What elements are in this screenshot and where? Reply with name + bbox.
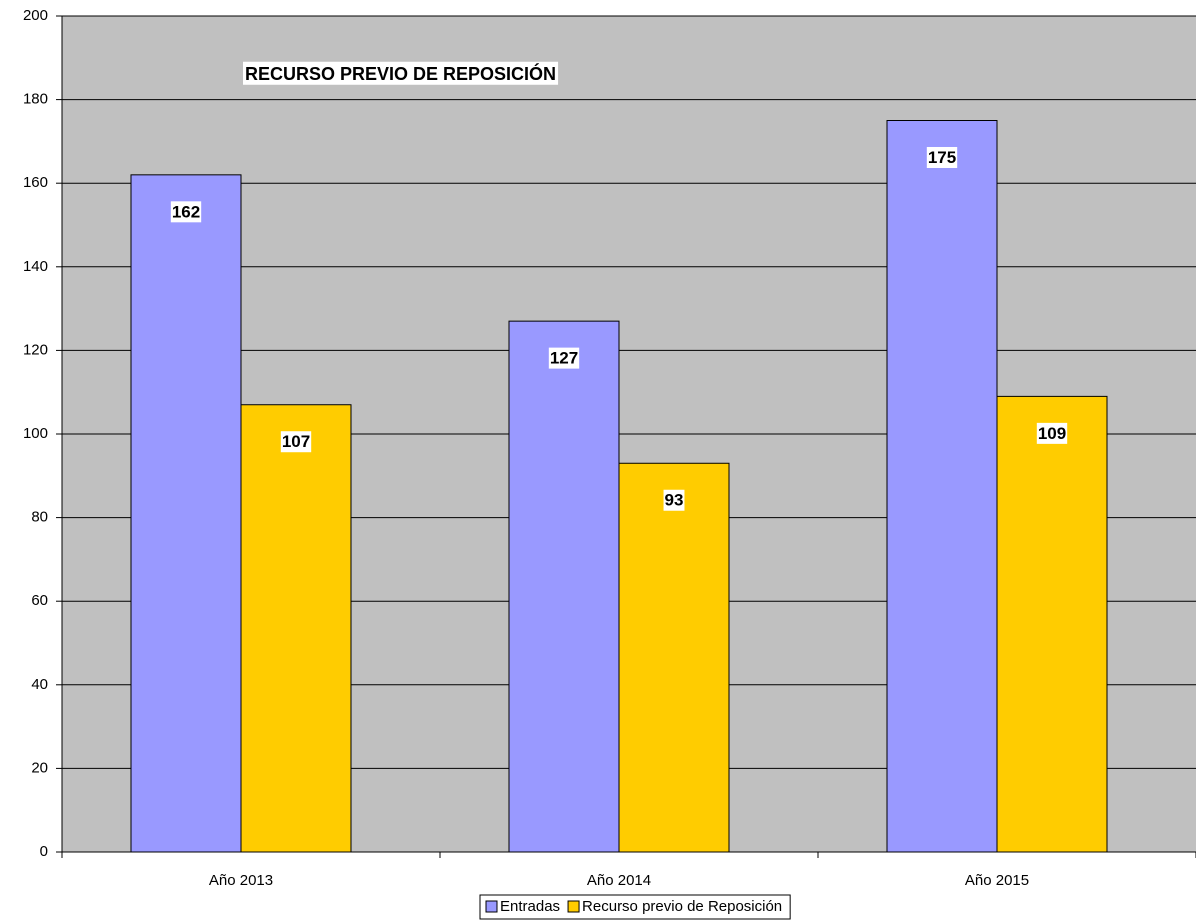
legend-swatch: [567, 900, 580, 913]
label-bg: [243, 61, 559, 85]
data-label: 162: [172, 202, 200, 221]
bar: [618, 462, 730, 853]
label-bg: [926, 146, 958, 168]
x-tick-label: Año 2015: [965, 872, 1029, 889]
data-label: 109: [1038, 424, 1066, 443]
chart-title: RECURSO PREVIO DE REPOSICIÓN: [245, 63, 556, 84]
y-tick-label: 200: [23, 7, 48, 24]
bars: [130, 120, 1108, 853]
bar: [130, 174, 242, 853]
legend-label: Entradas: [500, 898, 560, 915]
bar: [508, 320, 620, 853]
y-tick-label: 60: [31, 592, 48, 609]
label-bg: [170, 201, 202, 223]
data-label: 107: [282, 432, 310, 451]
y-tick-label: 20: [31, 759, 48, 776]
legend: Entradas Recurso previo de Reposición: [479, 894, 791, 920]
label-bg: [663, 489, 685, 511]
bar: [240, 404, 352, 853]
legend-swatch: [485, 900, 498, 913]
data-label: 93: [665, 491, 684, 510]
y-tick-label: 0: [40, 843, 48, 860]
y-tick-label: 160: [23, 174, 48, 191]
legend-label: Recurso previo de Reposición: [582, 898, 782, 915]
legend-box: [479, 894, 791, 920]
y-tick-label: 120: [23, 341, 48, 358]
y-tick-label: 40: [31, 676, 48, 693]
label-bg: [280, 431, 312, 453]
x-tick-label: Año 2014: [587, 872, 651, 889]
x-tick-label: Año 2013: [209, 872, 273, 889]
y-tick-label: 140: [23, 258, 48, 275]
data-label: 127: [550, 349, 578, 368]
label-bg: [548, 347, 580, 369]
y-tick-label: 180: [23, 91, 48, 108]
data-label: 175: [928, 148, 956, 167]
label-bg: [1036, 422, 1068, 444]
y-tick-label: 100: [23, 425, 48, 442]
y-tick-label: 80: [31, 509, 48, 526]
bar: [996, 395, 1108, 853]
bar: [886, 120, 998, 853]
